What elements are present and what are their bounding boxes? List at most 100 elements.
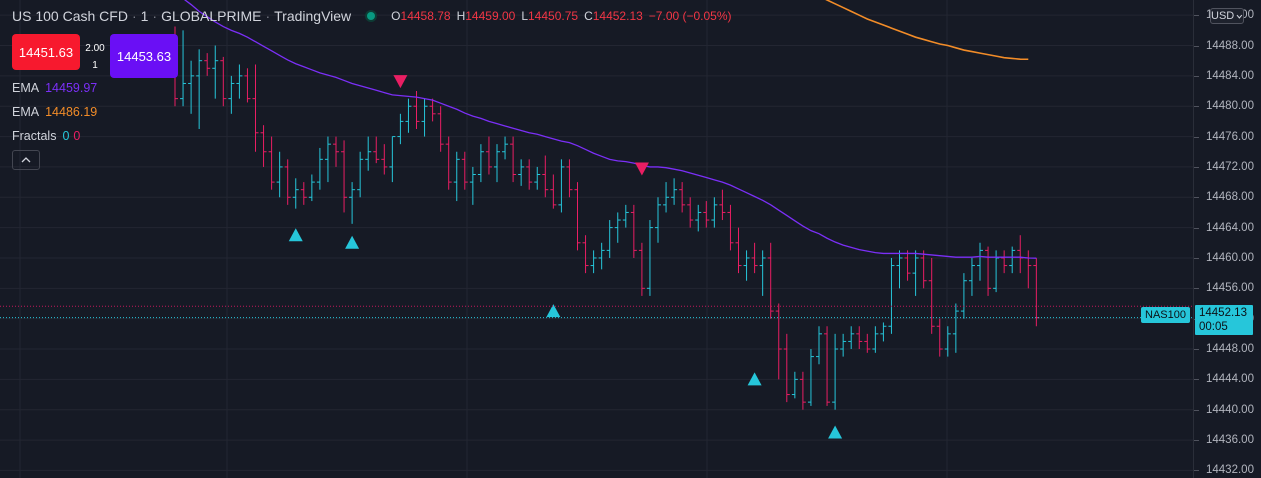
- fractal-up-icon: [546, 304, 561, 318]
- low-key: L: [521, 9, 528, 23]
- ohlc-bar: [759, 250, 766, 296]
- indicator-name: EMA: [12, 81, 40, 95]
- ohlc-bar: [558, 159, 565, 213]
- price-axis[interactable]: 14492.0014488.0014484.0014480.0014476.00…: [1193, 0, 1261, 478]
- close-key: C: [584, 9, 593, 23]
- high-key: H: [456, 9, 466, 23]
- ohlc-bar: [832, 333, 839, 410]
- ohlc-bar: [405, 98, 412, 133]
- ohlc-low: L14450.75: [521, 9, 578, 23]
- market-open-icon[interactable]: [365, 10, 378, 22]
- ohlc-bar: [220, 56, 227, 107]
- ohlc-bar: [824, 326, 831, 406]
- high-value: 14459.00: [465, 9, 516, 23]
- spread-box: 2.00 1: [80, 34, 110, 74]
- ohlc-bar: [212, 45, 219, 99]
- ohlc-bar: [598, 242, 605, 270]
- ohlc-bar: [333, 136, 339, 167]
- ohlc-bar: [204, 53, 211, 76]
- price-tick-mark: [1194, 136, 1199, 138]
- exchange-label: GLOBALPRIME: [161, 8, 262, 24]
- price-tick-mark: [1194, 349, 1199, 351]
- indicator-fractals[interactable]: Fractals 0 0: [12, 129, 80, 143]
- spread-value: 2.00: [85, 43, 105, 54]
- price-tick-label: 14460.00: [1206, 251, 1254, 264]
- ohlc-bar: [638, 242, 645, 296]
- ohlc-bar: [630, 204, 637, 258]
- ohlc-bar: [775, 303, 782, 380]
- collapse-legend-button[interactable]: [12, 150, 40, 170]
- price-tick-mark: [1194, 440, 1199, 442]
- chart-pane[interactable]: US 100 Cash CFD · 1 · GLOBALPRIME · Trad…: [0, 0, 1193, 478]
- indicator-value: 14459.97: [45, 81, 98, 95]
- price-tick-mark: [1194, 15, 1199, 17]
- ohlc-bar: [864, 333, 871, 353]
- price-chart[interactable]: [0, 0, 1193, 478]
- ohlc-bar: [300, 182, 307, 205]
- price-tick-label: 14432.00: [1206, 464, 1254, 477]
- ohlc-bar: [840, 333, 847, 357]
- symbol-tag: NAS100: [1141, 307, 1190, 323]
- ohlc-bar: [968, 257, 975, 296]
- price-lines: [0, 305, 1193, 319]
- chevron-up-icon: [21, 157, 31, 163]
- quantity-value[interactable]: 1: [92, 60, 98, 71]
- price-tick-label: 14484.00: [1206, 69, 1254, 82]
- ema-fast-line: [183, 0, 1037, 259]
- ohlc-bar: [655, 197, 661, 243]
- ohlc-bar: [695, 204, 702, 232]
- ohlc-bar: [228, 75, 235, 114]
- indicator-ema-fast[interactable]: EMA 14459.97: [12, 81, 97, 95]
- indicator-ema-slow[interactable]: EMA 14486.19: [12, 105, 97, 119]
- ohlc-bar: [727, 204, 734, 251]
- fractals: [288, 75, 843, 439]
- ohlc-bar: [985, 246, 992, 296]
- ohlc-bar: [920, 250, 927, 289]
- price-tick-label: 14480.00: [1206, 100, 1254, 113]
- price-tick-mark: [1194, 75, 1199, 77]
- ohlc-bar: [180, 30, 187, 107]
- ohlc-bar: [373, 136, 380, 164]
- fractal-down-icon: [393, 75, 408, 89]
- buy-button[interactable]: 14453.63: [110, 34, 178, 78]
- ohlc-bar: [783, 333, 790, 403]
- sell-button[interactable]: 14451.63: [12, 34, 80, 70]
- ohlc-bar: [880, 322, 887, 342]
- ohlc-bar: [1033, 257, 1040, 327]
- ohlc-bar: [872, 326, 879, 353]
- ohlc-bar: [791, 371, 798, 399]
- ohlc-bar: [944, 326, 951, 357]
- ohlc-bar: [276, 151, 283, 198]
- currency-selector[interactable]: USD: [1210, 8, 1244, 24]
- price-tick-mark: [1194, 45, 1199, 47]
- fractal-down-icon: [634, 162, 649, 176]
- ohlc-bar: [429, 98, 436, 122]
- change-value: −7.00 (−0.05%): [648, 9, 732, 23]
- ohlc-bar: [904, 250, 911, 281]
- ohlc-bar: [308, 174, 315, 202]
- ohlc-bar: [357, 151, 364, 198]
- ohlc-bar: [735, 227, 742, 274]
- source-label: TradingView: [274, 8, 352, 24]
- ohlc-bar: [743, 250, 750, 281]
- ohlc-bar: [453, 151, 460, 202]
- ohlc-bar: [389, 136, 396, 183]
- ohlc-bar: [324, 136, 331, 183]
- ohlc-open: O14458.78: [391, 9, 450, 23]
- ohlc-bar: [679, 182, 686, 213]
- grid: [0, 0, 1193, 478]
- indicator-name: EMA: [12, 105, 40, 119]
- ohlc-bar: [751, 242, 758, 274]
- ohlc-bar: [574, 182, 581, 251]
- close-value: 14452.13: [592, 9, 643, 23]
- ohlc-bar: [912, 250, 919, 296]
- ohlc-bar: [960, 273, 967, 319]
- interval-label[interactable]: 1: [140, 8, 149, 24]
- symbol-name[interactable]: US 100 Cash CFD: [12, 8, 128, 24]
- price-tick-label: 14472.00: [1206, 160, 1254, 173]
- ohlc-bar: [534, 166, 541, 190]
- price-tick-mark: [1194, 227, 1199, 229]
- ohlc-bar: [518, 159, 525, 186]
- ohlc-bar: [936, 318, 943, 357]
- ohlc-bar: [703, 201, 710, 228]
